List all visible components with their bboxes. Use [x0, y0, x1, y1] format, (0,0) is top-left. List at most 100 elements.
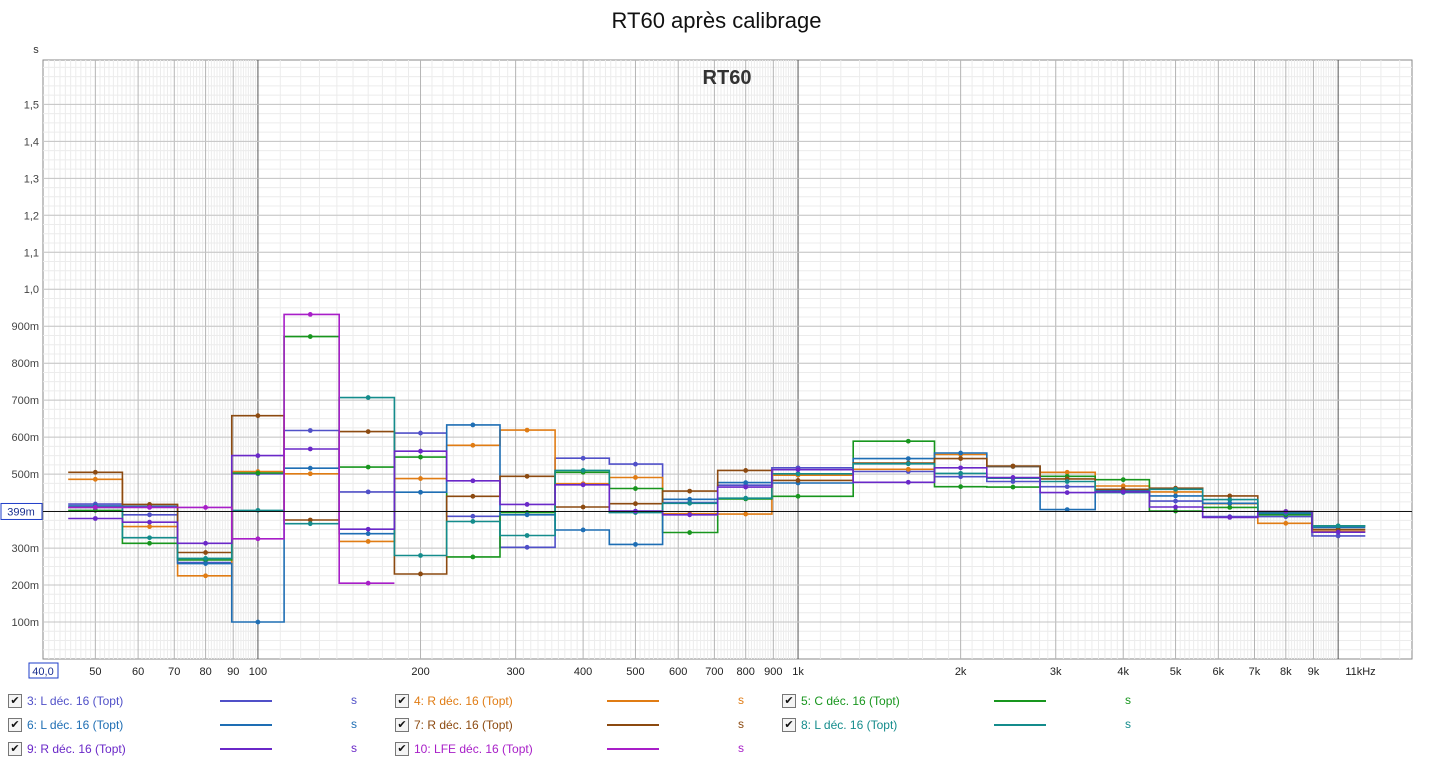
data-point — [633, 486, 638, 491]
x-tick-label: 200 — [411, 666, 429, 678]
data-point — [1227, 493, 1233, 499]
data-point — [687, 496, 693, 502]
legend-checkbox[interactable]: ✔ — [395, 742, 409, 756]
x-tick-label: 8k — [1280, 666, 1292, 678]
data-point — [470, 493, 476, 499]
data-point — [470, 422, 476, 428]
data-point — [633, 501, 638, 507]
x-tick-label: 800 — [737, 666, 755, 678]
legend-swatch — [607, 700, 659, 702]
y-tick-label: 900m — [11, 321, 39, 333]
legend-unit: s — [1125, 717, 1131, 731]
data-point — [470, 442, 476, 448]
data-point — [307, 311, 313, 317]
data-point — [687, 512, 693, 518]
legend-item-7[interactable]: ✔ 7: R déc. 16 (Topt) s — [395, 716, 775, 736]
x-tick-label: 60 — [132, 666, 144, 678]
data-point — [1010, 479, 1016, 484]
data-point — [92, 505, 98, 510]
data-point — [1064, 490, 1070, 496]
legend-label: 9: R déc. 16 (Topt) — [27, 742, 126, 756]
data-point — [365, 395, 371, 400]
data-point — [958, 484, 964, 490]
data-point — [365, 489, 371, 495]
x-tick-label: 500 — [626, 666, 644, 678]
data-point — [795, 478, 801, 483]
data-point — [418, 448, 423, 454]
data-point — [147, 512, 152, 518]
data-point — [524, 533, 530, 538]
y-tick-label: 800m — [11, 358, 39, 370]
chart-title: RT60 après calibrage — [611, 8, 822, 33]
legend-unit: s — [738, 693, 744, 707]
x-min-label: 40,0 — [32, 666, 53, 678]
legend-item-3[interactable]: ✔ 3: L déc. 16 (Topt) s — [8, 692, 388, 712]
data-point — [307, 334, 313, 339]
x-tick-label: 400 — [574, 666, 592, 678]
x-tick-label: 3k — [1050, 666, 1062, 678]
data-point — [255, 619, 261, 625]
data-point — [743, 495, 749, 501]
data-point — [1010, 463, 1016, 469]
legend-item-8[interactable]: ✔ 8: L déc. 16 (Topt) s — [782, 716, 1162, 736]
y-tick-label: 100m — [11, 617, 39, 629]
data-point — [147, 524, 152, 530]
data-point — [470, 478, 476, 484]
data-point — [418, 430, 423, 436]
data-point — [92, 476, 98, 482]
legend-item-4[interactable]: ✔ 4: R déc. 16 (Topt) s — [395, 692, 775, 712]
x-min-box[interactable] — [28, 662, 59, 679]
data-point — [470, 519, 476, 524]
y-tick-label: 1,2 — [24, 210, 39, 222]
data-point — [147, 535, 152, 541]
data-point — [1335, 523, 1341, 529]
data-point — [580, 527, 586, 533]
legend-item-5[interactable]: ✔ 5: C déc. 16 (Topt) s — [782, 692, 1162, 712]
data-point — [470, 513, 476, 519]
x-tick-label: 70 — [168, 666, 180, 678]
legend-checkbox[interactable]: ✔ — [395, 718, 409, 732]
legend-checkbox[interactable]: ✔ — [8, 694, 22, 708]
data-point — [633, 475, 638, 480]
legend-checkbox[interactable]: ✔ — [782, 694, 796, 708]
data-point — [1120, 477, 1126, 483]
legend-checkbox[interactable]: ✔ — [782, 718, 796, 732]
x-axis-ticks: 50 60 70 80 90 100 200 300 400 500 600 700 800 900 1k 2… — [89, 666, 1375, 678]
legend-item-10[interactable]: ✔ 10: LFE déc. 16 (Topt) s — [395, 740, 775, 760]
data-point — [255, 453, 261, 459]
plot-inner-title: RT60 — [703, 67, 752, 89]
data-point — [203, 561, 208, 567]
data-point — [1120, 483, 1126, 489]
x-tick-label: 700 — [705, 666, 723, 678]
x-tick-label: 7k — [1249, 666, 1261, 678]
cursor-label: 399m — [7, 506, 35, 518]
data-point — [633, 461, 638, 467]
legend: ✔ 3: L déc. 16 (Topt) s ✔ 4: R déc. 16 (… — [0, 692, 1433, 762]
data-point — [1173, 498, 1178, 504]
cursor-label-box[interactable] — [0, 502, 43, 520]
x-tick-label: 90 — [227, 666, 239, 678]
legend-item-6[interactable]: ✔ 6: L déc. 16 (Topt) s — [8, 716, 388, 736]
data-point — [687, 530, 693, 535]
legend-unit: s — [351, 741, 357, 755]
data-point — [524, 473, 530, 479]
y-tick-label: 300m — [11, 543, 39, 555]
data-point — [905, 438, 911, 444]
data-point — [470, 554, 476, 560]
data-point — [687, 500, 693, 506]
data-point — [255, 470, 261, 476]
legend-checkbox[interactable]: ✔ — [8, 718, 22, 732]
grid-minor — [43, 60, 1412, 659]
legend-item-9[interactable]: ✔ 9: R déc. 16 (Topt) s — [8, 740, 388, 760]
data-point — [580, 455, 586, 461]
legend-checkbox[interactable]: ✔ — [395, 694, 409, 708]
data-point — [1173, 486, 1178, 492]
y-axis-ticks: 100m 200m 300m 500m 600m 700m 800m 900m 1,0 1,1 1,… — [11, 99, 39, 629]
data-point — [743, 511, 749, 517]
data-point — [203, 556, 208, 561]
data-point — [203, 540, 208, 546]
y-tick-label: 1,4 — [24, 136, 39, 148]
legend-checkbox[interactable]: ✔ — [8, 742, 22, 756]
data-point — [418, 553, 423, 558]
